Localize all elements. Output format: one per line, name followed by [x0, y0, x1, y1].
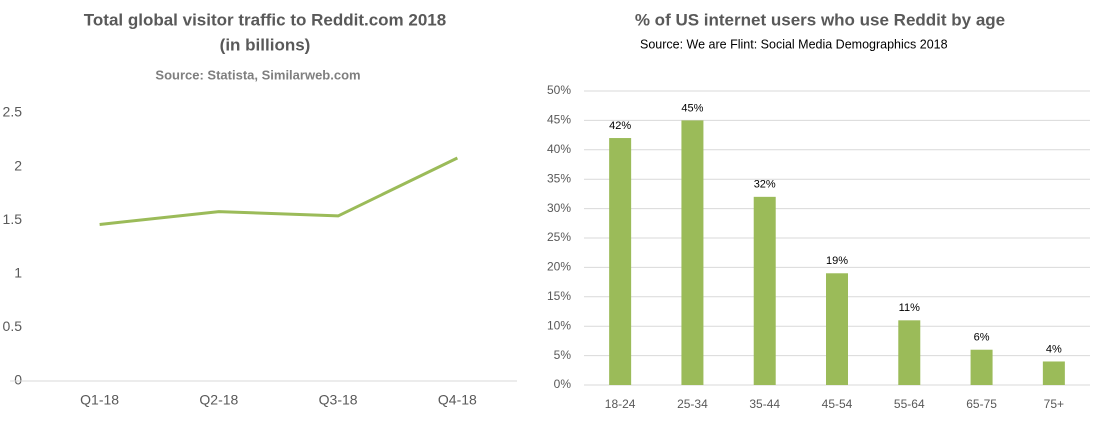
x-tick-label: 35-44	[749, 397, 780, 411]
x-tick-label: 18-24	[605, 397, 636, 411]
y-tick-label: 40%	[547, 142, 571, 156]
line	[99, 156, 459, 226]
x-tick-label: 45-54	[822, 397, 853, 411]
x-tick-label: 25-34	[677, 397, 708, 411]
bar	[898, 320, 921, 385]
data-label: 45%	[681, 102, 703, 114]
chart-subtitle: (in billions)	[220, 35, 311, 54]
x-tick-label: 75+	[1044, 397, 1064, 411]
data-label: 6%	[974, 332, 990, 344]
bar	[1042, 361, 1065, 385]
data-label: 32%	[754, 179, 776, 191]
bar	[970, 349, 993, 385]
bar	[609, 138, 632, 385]
y-tick-label: 2.5	[3, 104, 23, 120]
chart-source: Source: We are Flint: Social Media Demog…	[640, 37, 948, 51]
x-tick-label: Q4-18	[438, 392, 477, 408]
bar	[826, 273, 848, 385]
y-tick-label: 25%	[547, 230, 571, 244]
y-tick-label: 50%	[547, 83, 571, 97]
bar	[681, 120, 704, 386]
y-tick-label: 20%	[547, 260, 571, 274]
y-tick-label: 35%	[547, 171, 571, 185]
chart-source: Source: Statista, Similarweb.com	[155, 67, 360, 82]
x-tick-label: Q3-18	[319, 392, 358, 408]
y-tick-label: 30%	[547, 201, 571, 215]
chart-title: Total global visitor traffic to Reddit.c…	[84, 10, 446, 29]
y-tick-label: 0	[14, 372, 22, 388]
y-tick-label: 10%	[547, 318, 571, 332]
y-tick-label: 0%	[554, 377, 572, 391]
data-label: 19%	[826, 255, 848, 267]
x-tick-label: Q1-18	[80, 392, 119, 408]
x-tick-label: 55-64	[894, 397, 925, 411]
data-label: 4%	[1046, 343, 1062, 355]
x-tick-label: Q2-18	[199, 392, 238, 408]
x-tick-label: 65-75	[966, 397, 997, 411]
data-label: 11%	[899, 302, 920, 314]
y-tick-label: 0.5	[3, 318, 23, 334]
chart-title: % of US internet users who use Reddit by…	[635, 10, 1005, 29]
bar	[753, 196, 776, 385]
y-tick-label: 1	[14, 265, 22, 281]
y-tick-label: 15%	[547, 289, 571, 303]
y-tick-label: 5%	[554, 348, 572, 362]
y-tick-label: 1.5	[3, 211, 23, 227]
y-tick-label: 45%	[547, 113, 571, 127]
y-tick-label: 2	[14, 157, 22, 173]
data-label: 42%	[609, 120, 631, 132]
